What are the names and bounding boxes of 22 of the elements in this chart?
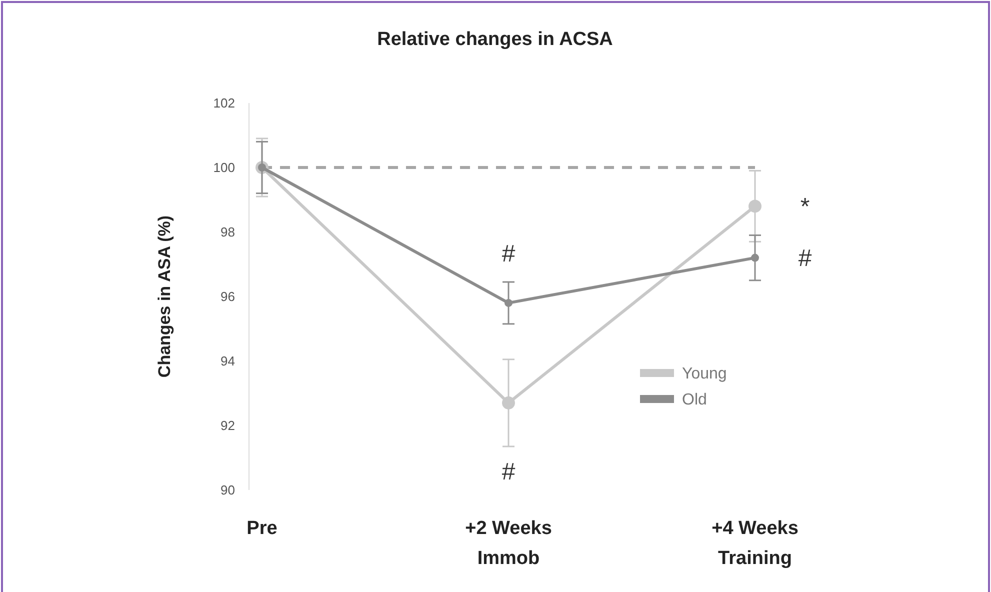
y-tick-label: 94 [220,354,235,369]
y-tick-label: 102 [213,96,235,111]
annotation: # [798,245,812,272]
annotation: # [502,240,516,268]
annotation: * [800,194,810,221]
y-tick-label: 90 [220,482,235,498]
y-tick-label: 100 [213,160,235,176]
y-tick-label: 92 [220,418,235,434]
point [504,298,512,307]
annotation: # [502,458,516,486]
legend-label: Old [682,392,707,409]
x-tick-label: +2 Weeks Immob [465,518,552,569]
legend-label: Young [682,366,727,383]
y-axis-title: Changes in ASA (%) [155,215,174,378]
x-tick-label: Pre [246,518,278,539]
x-tick-label: +4 Weeks Training [712,518,798,569]
point [748,200,762,213]
point [502,396,515,410]
point [751,254,759,262]
chart-title: Relative changes in ACSA [377,29,614,50]
y-tick-label: 98 [220,224,235,240]
y-tick-label: 96 [220,289,235,304]
